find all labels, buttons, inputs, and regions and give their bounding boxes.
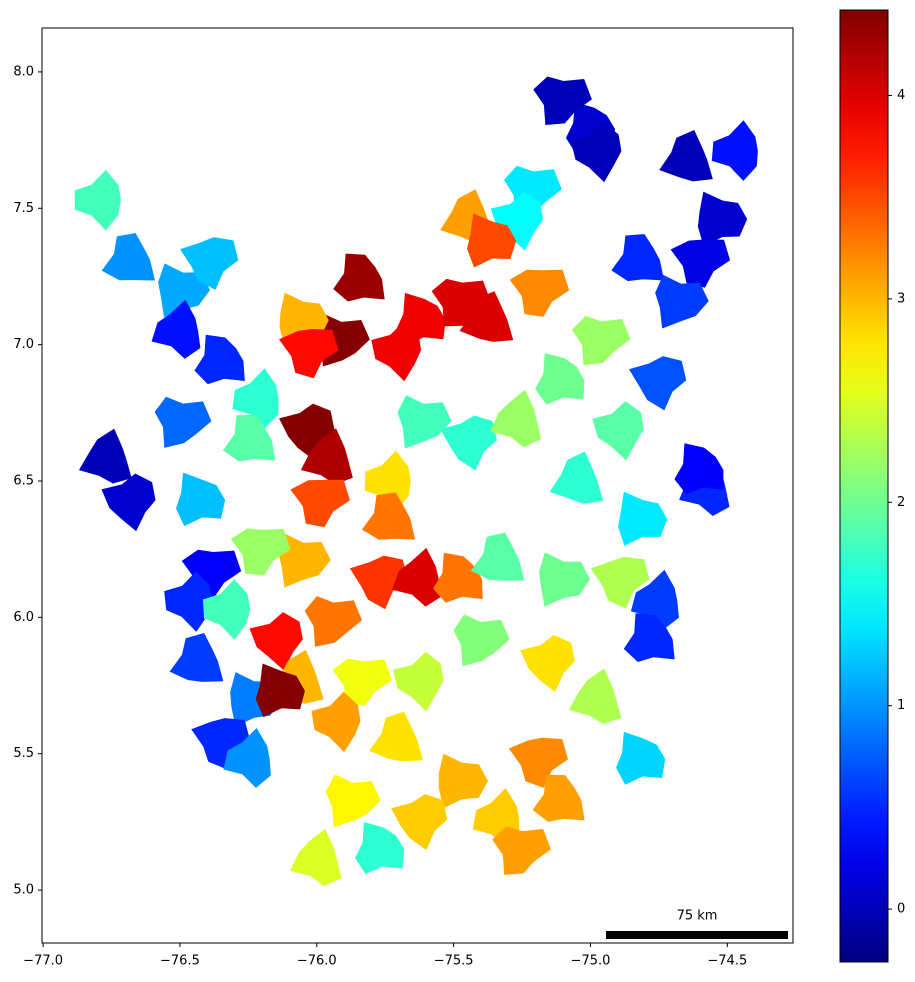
region — [392, 547, 442, 607]
region — [440, 415, 497, 471]
region — [533, 76, 592, 125]
y-tick-label: 5.5 — [13, 746, 34, 761]
region — [397, 395, 452, 449]
x-tick-label: −75.0 — [571, 954, 611, 969]
region — [223, 727, 271, 788]
region — [101, 473, 156, 532]
region — [349, 555, 408, 610]
y-tick-label: 6.0 — [13, 610, 34, 625]
region — [490, 389, 541, 448]
y-tick-label: 8.0 — [13, 64, 34, 79]
region — [290, 829, 342, 887]
region — [74, 169, 122, 231]
plot-frame — [41, 27, 794, 944]
region — [618, 491, 668, 546]
region — [670, 239, 731, 288]
region — [154, 396, 212, 448]
region — [549, 451, 604, 504]
region — [164, 571, 213, 632]
region — [438, 753, 488, 809]
region — [333, 253, 385, 302]
region — [568, 668, 622, 725]
region — [151, 299, 201, 359]
colorbar — [839, 9, 889, 963]
region — [520, 634, 575, 693]
region — [232, 368, 279, 429]
colorbar-tick-label: 3 — [897, 291, 905, 306]
x-tick-label: −76.5 — [160, 954, 200, 969]
region — [535, 353, 585, 405]
scale-bar-label: 75 km — [677, 909, 718, 924]
region — [538, 552, 590, 607]
region — [655, 274, 709, 329]
region — [101, 233, 156, 281]
region — [202, 579, 251, 640]
region — [175, 472, 226, 527]
region — [230, 528, 291, 576]
region — [361, 492, 416, 540]
region — [490, 191, 544, 251]
region — [470, 532, 525, 581]
region — [659, 129, 713, 182]
scale-bar — [606, 931, 788, 939]
x-tick-label: −76.0 — [297, 954, 337, 969]
region — [391, 794, 448, 850]
y-tick-label: 5.0 — [13, 883, 34, 898]
x-tick-label: −77.0 — [23, 954, 63, 969]
y-tick-label: 7.5 — [13, 201, 34, 216]
region — [392, 651, 444, 712]
region — [592, 401, 644, 461]
region — [355, 822, 405, 875]
y-tick-label: 6.5 — [13, 474, 34, 489]
region — [304, 596, 363, 647]
region — [255, 663, 305, 718]
region — [371, 321, 422, 382]
region — [459, 291, 514, 342]
region — [311, 691, 361, 753]
region — [630, 569, 679, 630]
region-layer — [74, 76, 758, 887]
region — [532, 774, 585, 822]
region — [711, 120, 758, 181]
region — [623, 613, 675, 662]
region — [169, 633, 224, 682]
region — [369, 711, 424, 762]
region — [467, 213, 517, 268]
colorbar-tick-label: 4 — [897, 88, 905, 103]
region — [616, 731, 666, 785]
region — [433, 552, 483, 603]
region — [492, 826, 551, 876]
region — [180, 237, 239, 290]
region — [674, 443, 724, 495]
region — [290, 479, 350, 528]
region — [223, 414, 276, 462]
region — [194, 334, 245, 385]
region — [611, 234, 665, 282]
x-tick-label: −75.5 — [434, 954, 474, 969]
region — [78, 428, 132, 484]
colorbar-tick-label: 0 — [897, 902, 905, 917]
colorbar-tick-label: 1 — [897, 698, 905, 713]
region — [570, 122, 622, 183]
region — [279, 328, 339, 379]
x-tick-label: −74.5 — [707, 954, 747, 969]
y-tick-label: 7.0 — [13, 337, 34, 352]
region — [629, 356, 687, 411]
region — [364, 450, 411, 512]
region — [572, 316, 631, 366]
region — [325, 774, 381, 828]
region — [332, 658, 392, 706]
region — [509, 269, 570, 317]
region — [453, 614, 510, 667]
region — [278, 533, 331, 588]
region — [590, 556, 650, 609]
colorbar-tick-label: 2 — [897, 495, 905, 510]
region — [697, 191, 748, 247]
